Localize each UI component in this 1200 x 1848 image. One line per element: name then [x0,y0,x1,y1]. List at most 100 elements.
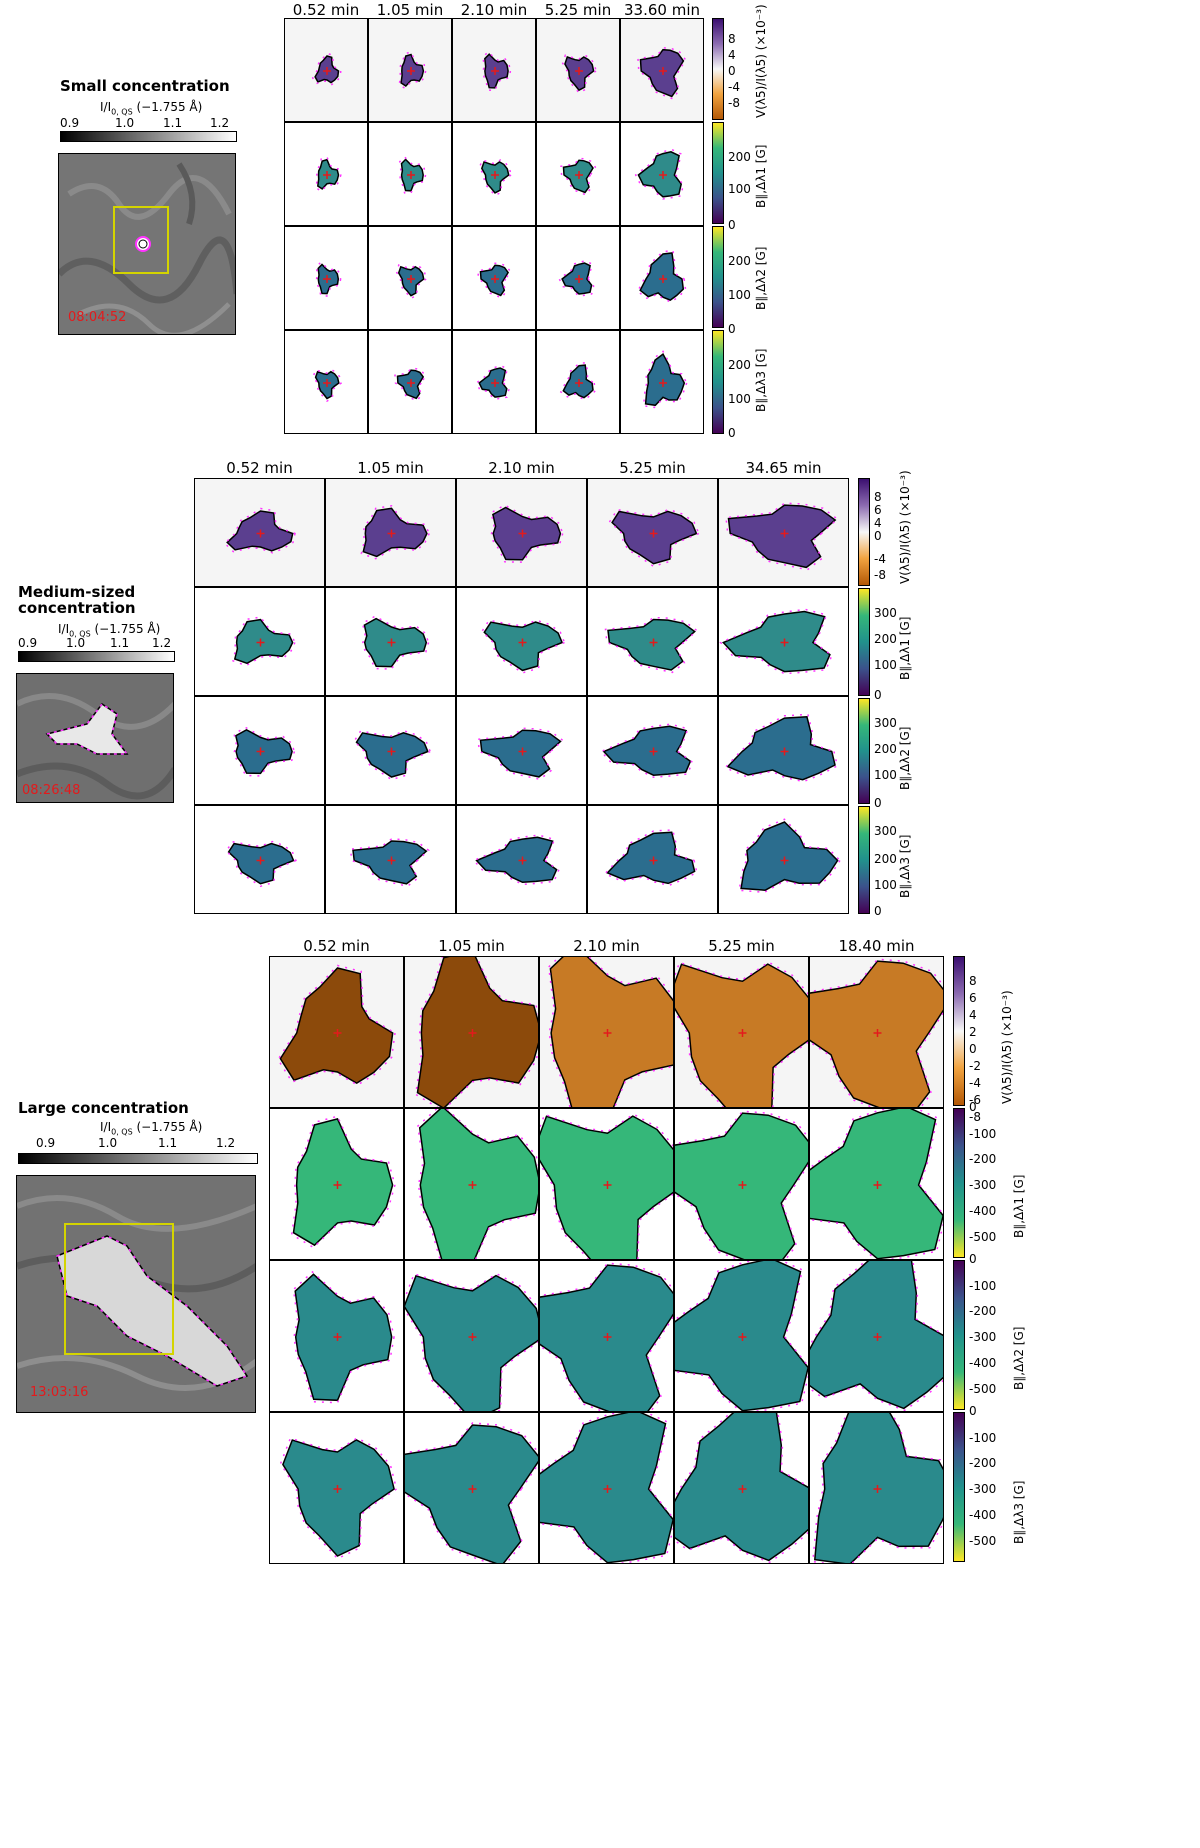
boundary-contour [599,723,694,778]
tick: -400 [969,1204,997,1218]
map-panel [368,226,452,330]
center-marker [256,638,265,647]
tick: 0 [969,1042,977,1056]
concentration-region [644,352,686,407]
tick: 1.1 [110,636,130,650]
tick: -8 [874,568,886,582]
map-panel [718,696,849,805]
tick: 100 [728,288,751,302]
boundary-contour [642,350,688,409]
boundary-contour [608,508,700,568]
medium-cbar-v-label: V(λ5)/I(λ5) (×10⁻³) [898,470,912,584]
cbar-label-text: I/I [100,100,112,114]
concentration-region [639,252,685,301]
tick: 8 [728,32,736,46]
tick: -4 [969,1076,981,1090]
boundary-contour [414,957,538,1107]
large-col-title: 1.05 min [438,937,505,955]
map-panel [269,1412,404,1564]
center-marker [649,856,658,865]
center-marker [575,275,583,283]
center-marker [738,1333,747,1341]
tick: -300 [969,1482,997,1496]
map-panel [269,956,404,1108]
large-cbar-v-label: V(λ5)/I(λ5) (×10⁻³) [1000,990,1014,1104]
boundary-contour [405,1422,538,1563]
medium-cbar-b2-label: B∥,Δλ2 [G] [898,726,912,790]
tick: 200 [874,632,897,646]
tick: 0.9 [36,1136,56,1150]
center-marker [659,67,667,75]
tick: -6 [969,1093,981,1107]
tick: 0 [969,1404,977,1418]
large-panel-grid [269,956,944,1590]
center-marker [407,275,415,283]
map-panel [536,122,620,226]
tick: 0 [728,218,736,232]
map-panel [269,1260,404,1412]
map-panel [194,696,325,805]
tick: 0 [874,904,882,918]
center-marker [333,1485,342,1493]
center-marker [256,747,265,756]
center-marker [333,1181,342,1189]
boundary-contour [675,961,808,1107]
map-panel [809,1260,944,1412]
tick: 2 [969,1025,977,1039]
center-marker [333,1029,342,1037]
tick: 100 [874,768,897,782]
boundary-contour [540,1113,673,1259]
cbar-label-sub: 0, QS [111,1127,133,1137]
tick: -8 [728,96,740,110]
center-marker [575,379,583,387]
medium-col-title: 34.65 min [745,459,822,477]
large-col-title: 0.52 min [303,937,370,955]
large-timestamp: 13:03:16 [30,1385,89,1400]
tick: -500 [969,1382,997,1396]
tick: 1.1 [158,1136,178,1150]
small-col-title: 2.10 min [460,1,528,19]
boundary-contour [395,263,427,300]
center-marker [738,1181,747,1189]
medium-context-cbar-label: I/I0, QS (−1.755 Å) [58,622,160,638]
boundary-contour [315,156,342,193]
center-marker [873,1333,882,1341]
concentration-region [727,504,837,569]
boundary-contour [394,367,427,402]
center-marker [323,67,331,75]
boundary-contour [540,1262,673,1411]
center-marker [468,1333,477,1341]
center-marker [333,1333,342,1341]
tick: 0 [969,1100,977,1114]
tick: 0 [728,322,736,336]
tick: 200 [728,150,751,164]
map-panel [539,956,674,1108]
large-cbar-b1 [953,1108,965,1258]
large-col-title: 2.10 min [573,937,640,955]
small-cbar-b2-label: B∥,Δλ2 [G] [754,246,768,310]
map-panel [674,1108,809,1260]
center-marker [518,856,527,865]
small-cbar-b3-label: B∥,Δλ3 [G] [754,348,768,412]
tick: 6 [874,503,882,517]
boundary-contour [279,1437,398,1560]
map-panel [620,330,704,434]
boundary-contour [315,261,342,297]
center-marker [738,1029,747,1037]
concentration-region [475,836,558,884]
concentration-region [294,1273,393,1402]
roi-box [113,206,169,274]
small-context-image [58,153,236,335]
map-panel [456,805,587,914]
center-marker [468,1485,477,1493]
medium-panel-grid [194,478,849,914]
tick: 1.1 [163,116,183,130]
tick: 0 [728,426,736,440]
boundary-contour [603,829,698,887]
cbar-label-suffix: (−1.755 Å) [90,622,161,636]
tick: -200 [969,1304,997,1318]
map-panel [194,805,325,914]
small-cbar-b2 [712,226,724,328]
boundary-contour [561,54,597,94]
map-panel [368,330,452,434]
